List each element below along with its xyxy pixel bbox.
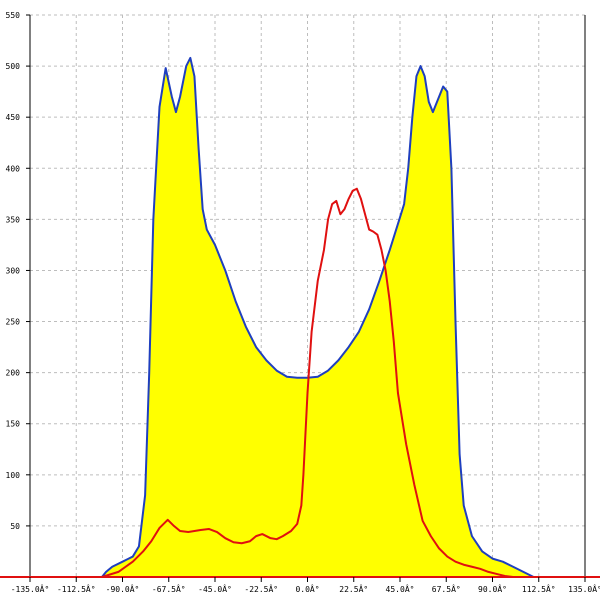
y-tick-label: 500	[6, 62, 21, 71]
series-1-area	[30, 57, 585, 578]
x-tick-label: -45.0Â°	[198, 583, 232, 594]
x-tick-label: -67.5Â°	[152, 583, 186, 594]
y-tick-label: 300	[6, 266, 21, 275]
y-tick-label: 200	[6, 369, 21, 378]
tick-labels: -135.0Â° -112.5Â° -90.0Â° -67.5Â° -45.0Â° -22…	[6, 11, 600, 594]
y-tick-label: 400	[6, 164, 21, 173]
x-tick-label: -22.5Â°	[244, 583, 278, 594]
area-layer	[30, 57, 585, 578]
series-2-line	[30, 187, 585, 578]
y-tick-label: 450	[6, 113, 21, 122]
x-tick-label: 0.0Â°	[295, 583, 319, 594]
series-1-line	[30, 56, 585, 578]
line-layer	[30, 56, 585, 578]
y-tick-label: 250	[6, 318, 21, 327]
y-tick-label: 550	[6, 11, 21, 20]
x-tick-label: 67.5Â°	[432, 583, 461, 594]
y-tick-label: 150	[6, 420, 21, 429]
x-tick-label: -112.5Â°	[57, 583, 96, 594]
x-tick-label: 45.0Â°	[386, 583, 415, 594]
y-tick-label: 350	[6, 215, 21, 224]
x-tick-label: 90.0Â°	[478, 583, 507, 594]
x-tick-label: -90.0Â°	[106, 583, 140, 594]
y-tick-label: 100	[6, 471, 21, 480]
axes	[0, 14, 600, 582]
x-tick-label: 135.0Â°	[568, 583, 600, 594]
x-tick-label: -135.0Â°	[11, 583, 50, 594]
y-tick-label: 50	[10, 522, 20, 531]
x-tick-label: 112.5Â°	[522, 583, 556, 594]
x-tick-label: 22.5Â°	[339, 583, 368, 594]
